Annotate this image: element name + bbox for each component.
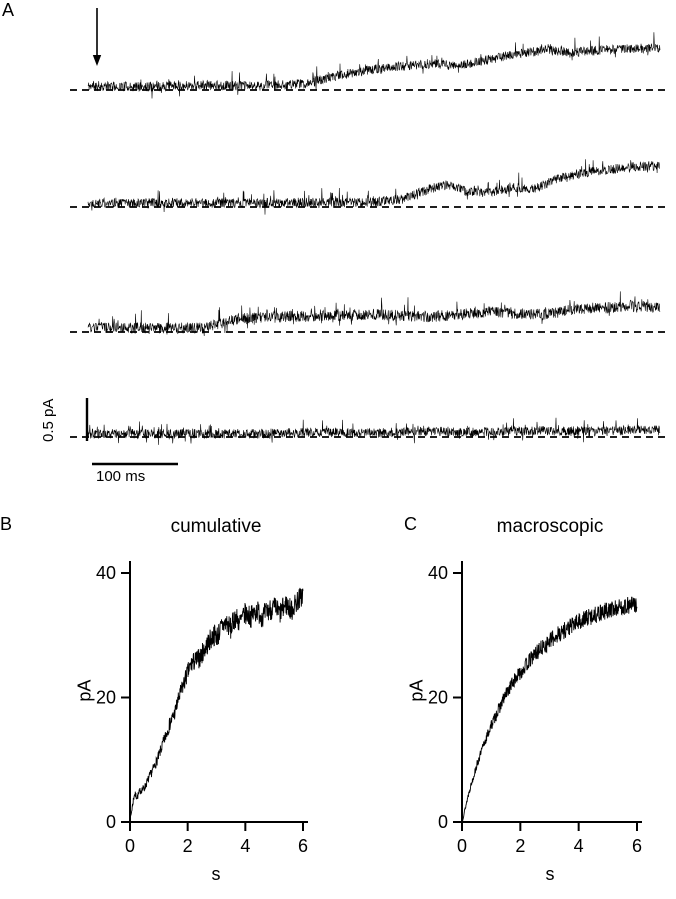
x-tick-label: 2 — [515, 836, 525, 856]
panel-c-y-axis-label: pA — [406, 679, 427, 702]
panel-a-label: A — [2, 0, 15, 20]
panel-b-title: cumulative — [170, 516, 262, 537]
panel-b-label: B — [0, 514, 13, 534]
x-tick-label: 6 — [298, 836, 308, 856]
x-tick-label: 0 — [125, 836, 135, 856]
y-tick-label: 20 — [96, 688, 116, 708]
panel-c-title: macroscopic — [496, 516, 604, 537]
panel-c-x-axis-label: s — [545, 864, 555, 884]
panel-a-traces — [70, 8, 665, 466]
y-tick-label: 40 — [96, 563, 116, 583]
x-tick-label: 0 — [457, 836, 467, 856]
panel-b-x-axis-label: s — [211, 864, 221, 884]
x-tick-label: 4 — [574, 836, 584, 856]
y-tick-label: 20 — [428, 688, 448, 708]
panel-c-plot: 0 20 40 0 2 4 6 — [428, 561, 642, 856]
y-tick-label: 40 — [428, 563, 448, 583]
x-tick-label: 4 — [240, 836, 250, 856]
panel-c-label: C — [404, 514, 417, 534]
x-tick-label: 6 — [632, 836, 642, 856]
vertical-scalebar-label: 0.5 pA — [40, 398, 57, 442]
panel-c-curve — [461, 596, 638, 823]
stimulus-arrow-icon — [92, 8, 102, 66]
current-trace-1 — [87, 32, 661, 99]
panel-b-y-axis-label: pA — [74, 679, 95, 702]
x-tick-label: 2 — [183, 836, 193, 856]
panel-b-curve — [129, 587, 304, 823]
current-trace-3 — [87, 291, 661, 337]
y-tick-label: 0 — [438, 812, 448, 832]
horizontal-scalebar-label: 100 ms — [96, 468, 146, 485]
y-tick-label: 0 — [106, 812, 116, 832]
current-trace-4 — [87, 417, 661, 445]
panel-b-plot: 0 20 40 0 2 4 6 — [96, 561, 308, 856]
current-trace-2 — [87, 159, 661, 215]
